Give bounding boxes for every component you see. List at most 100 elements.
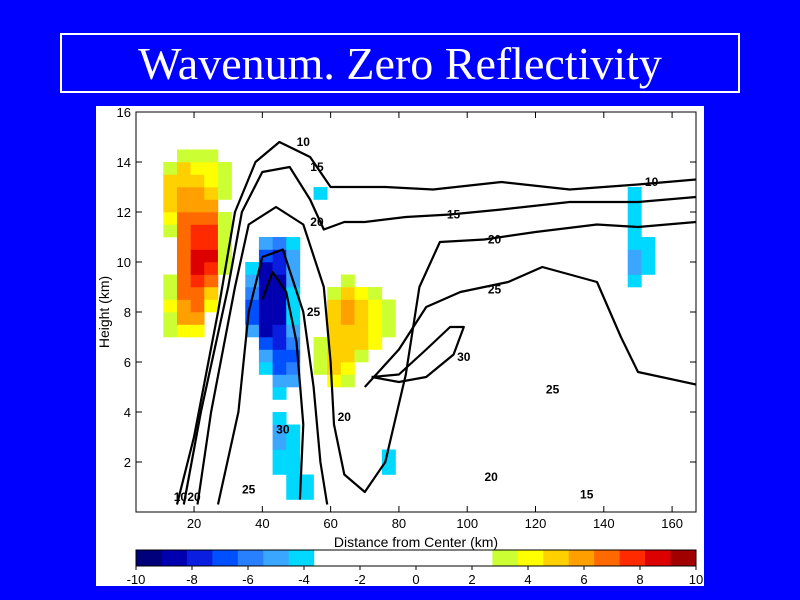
- shading-cell: [190, 262, 205, 275]
- shading-cell: [163, 224, 178, 238]
- shading-cell: [354, 349, 369, 363]
- y-axis-label: Height (km): [96, 276, 112, 348]
- shading-cell: [163, 162, 178, 175]
- colorbar-swatch: [416, 550, 442, 566]
- shading-cell: [258, 312, 273, 325]
- contour-label: 20: [488, 233, 502, 247]
- shading-cell: [163, 287, 178, 300]
- contour-label: 25: [242, 483, 256, 497]
- shading-cell: [258, 337, 273, 350]
- shading-cell: [381, 462, 396, 475]
- shading-cell: [163, 212, 178, 225]
- contour-label: 15: [447, 208, 461, 222]
- colorbar-swatch: [466, 550, 493, 566]
- shading-cell: [190, 312, 205, 325]
- colorbar-tick-label: 0: [412, 572, 419, 586]
- shading-cell: [204, 149, 219, 163]
- shading-cell: [217, 162, 232, 175]
- shading-cell: [340, 299, 355, 313]
- shading-cell: [340, 274, 355, 288]
- shading-cell: [327, 337, 342, 350]
- shading-cell: [190, 162, 205, 175]
- contour-label: 25: [307, 305, 321, 319]
- colorbar-swatch: [339, 550, 366, 566]
- shading-cell: [272, 349, 287, 363]
- shading-cell: [368, 324, 383, 338]
- shading-cell: [327, 362, 342, 375]
- shading-cell: [327, 299, 342, 313]
- shading-cell: [286, 462, 301, 475]
- shading-cell: [327, 374, 342, 388]
- shading-cell: [190, 174, 205, 188]
- shading-cell: [354, 337, 369, 350]
- contour-label: 25: [488, 283, 502, 297]
- contour-label: 20: [187, 490, 201, 504]
- colorbar-swatch: [517, 550, 544, 566]
- colorbar-swatch: [314, 550, 341, 566]
- contour-label: 30: [276, 423, 290, 437]
- shading-cell: [176, 162, 191, 175]
- shading-cell: [354, 324, 369, 338]
- shading-cell: [204, 212, 219, 225]
- shading-cell: [641, 237, 656, 250]
- shading-cell: [272, 237, 287, 250]
- shading-cell: [327, 324, 342, 338]
- contour-line: [196, 205, 696, 505]
- colorbar-swatch: [161, 550, 188, 566]
- shading-cell: [327, 312, 342, 325]
- shading-cell: [286, 474, 301, 488]
- y-tick-label: 12: [117, 205, 131, 220]
- shading-cell: [327, 287, 342, 300]
- contour-label: 20: [310, 215, 324, 229]
- colorbar-swatch: [645, 550, 671, 566]
- shading-cell: [176, 274, 191, 288]
- shading-cell: [204, 199, 219, 213]
- shading-cell: [163, 299, 178, 313]
- colorbar-swatch: [263, 550, 290, 566]
- shading-cell: [217, 224, 232, 238]
- shading-cell: [176, 237, 191, 250]
- shading-cell: [272, 337, 287, 350]
- shading-cell: [627, 237, 642, 250]
- shading-cell: [258, 262, 273, 275]
- shading-cell: [272, 262, 287, 275]
- contour-label: 20: [484, 470, 498, 484]
- x-tick-label: 60: [323, 516, 337, 531]
- x-axis: 20 40 60 80 100 120 140 160: [187, 112, 683, 531]
- shading-cell: [286, 237, 301, 250]
- shading-cell: [176, 149, 191, 163]
- shading-cell: [190, 237, 205, 250]
- shading-cell: [176, 324, 191, 338]
- shading-cell: [217, 174, 232, 188]
- shading-cell: [258, 237, 273, 250]
- y-tick-label: 8: [124, 305, 131, 320]
- colorbar-tick-label: 8: [636, 572, 643, 586]
- y-tick-label: 6: [124, 355, 131, 370]
- shading-cell: [286, 362, 301, 375]
- shading-cell: [190, 299, 205, 313]
- colorbar-tick-label: -4: [298, 572, 310, 586]
- shading-cell: [204, 249, 219, 263]
- colorbar-swatch: [390, 550, 417, 566]
- shading-cell: [176, 312, 191, 325]
- contour-label: 10: [174, 490, 188, 504]
- contour-label: 30: [457, 350, 471, 364]
- shading-cell: [381, 299, 396, 313]
- shading-cell: [204, 224, 219, 238]
- shading-cell: [272, 412, 287, 425]
- contour-line: [363, 265, 696, 388]
- colorbar-swatch: [670, 550, 697, 566]
- contour-line: [261, 270, 305, 500]
- x-tick-label: 20: [187, 516, 201, 531]
- x-tick-label: 40: [255, 516, 269, 531]
- colorbar-tick-label: -2: [354, 572, 366, 586]
- contour-label: 15: [310, 160, 324, 174]
- shading-cell: [313, 362, 328, 375]
- shading-cell: [354, 287, 369, 300]
- contour-label: 20: [338, 410, 352, 424]
- shading-cell: [272, 387, 287, 400]
- shading-cell: [340, 312, 355, 325]
- shading-cell: [641, 249, 656, 263]
- shading-cell: [176, 212, 191, 225]
- contour-label: 10: [297, 135, 311, 149]
